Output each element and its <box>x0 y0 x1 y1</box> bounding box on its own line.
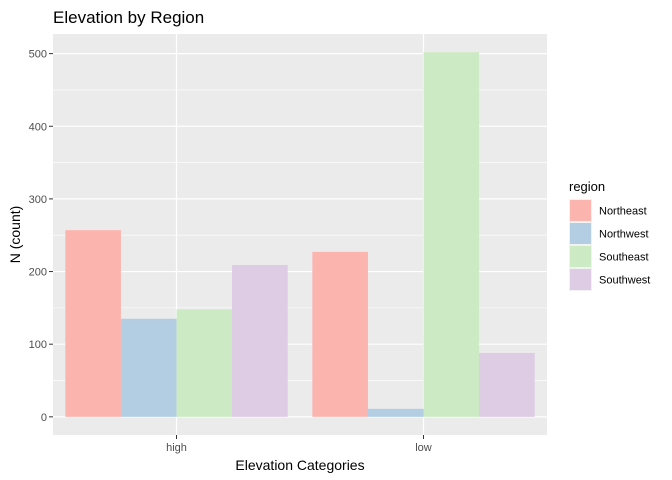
y-axis-title: N (count) <box>7 206 23 264</box>
bar-northwest-low <box>367 408 424 417</box>
legend-label-northeast: Northeast <box>599 206 647 218</box>
legend-title: region <box>569 179 605 194</box>
legend-label-southeast: Southeast <box>599 252 649 264</box>
bar-northwest-high <box>120 318 177 417</box>
legend-swatch-southeast <box>570 246 591 267</box>
legend-label-northwest: Northwest <box>599 229 649 241</box>
chart-title: Elevation by Region <box>53 8 204 27</box>
x-axis-ticks: high low <box>166 435 432 454</box>
x-axis-title: Elevation Categories <box>235 457 364 473</box>
legend: region Northeast Northwest Southeast Southw… <box>569 179 650 291</box>
y-tick-label: 300 <box>29 194 47 206</box>
y-tick-label: 500 <box>29 49 47 61</box>
legend-swatch-northeast <box>570 200 591 221</box>
bar-southwest-low <box>479 352 535 417</box>
y-tick-label: 200 <box>29 267 47 279</box>
bar-southeast-low <box>423 52 480 417</box>
bar-southwest-high <box>232 265 288 417</box>
legend-swatch-northwest <box>570 223 591 244</box>
y-tick-label: 400 <box>29 121 47 133</box>
y-axis-ticks: 0 100 200 300 400 500 <box>29 49 53 424</box>
legend-label-southwest: Southwest <box>599 275 650 287</box>
legend-swatch-southwest <box>570 269 591 290</box>
x-tick-label: high <box>166 442 187 454</box>
bar-northeast-low <box>312 251 368 417</box>
bars <box>65 52 535 417</box>
bar-southeast-high <box>176 309 233 417</box>
y-tick-label: 0 <box>41 412 47 424</box>
x-tick-label: low <box>415 442 432 454</box>
y-tick-label: 100 <box>29 339 47 351</box>
bar-northeast-high <box>65 230 121 417</box>
